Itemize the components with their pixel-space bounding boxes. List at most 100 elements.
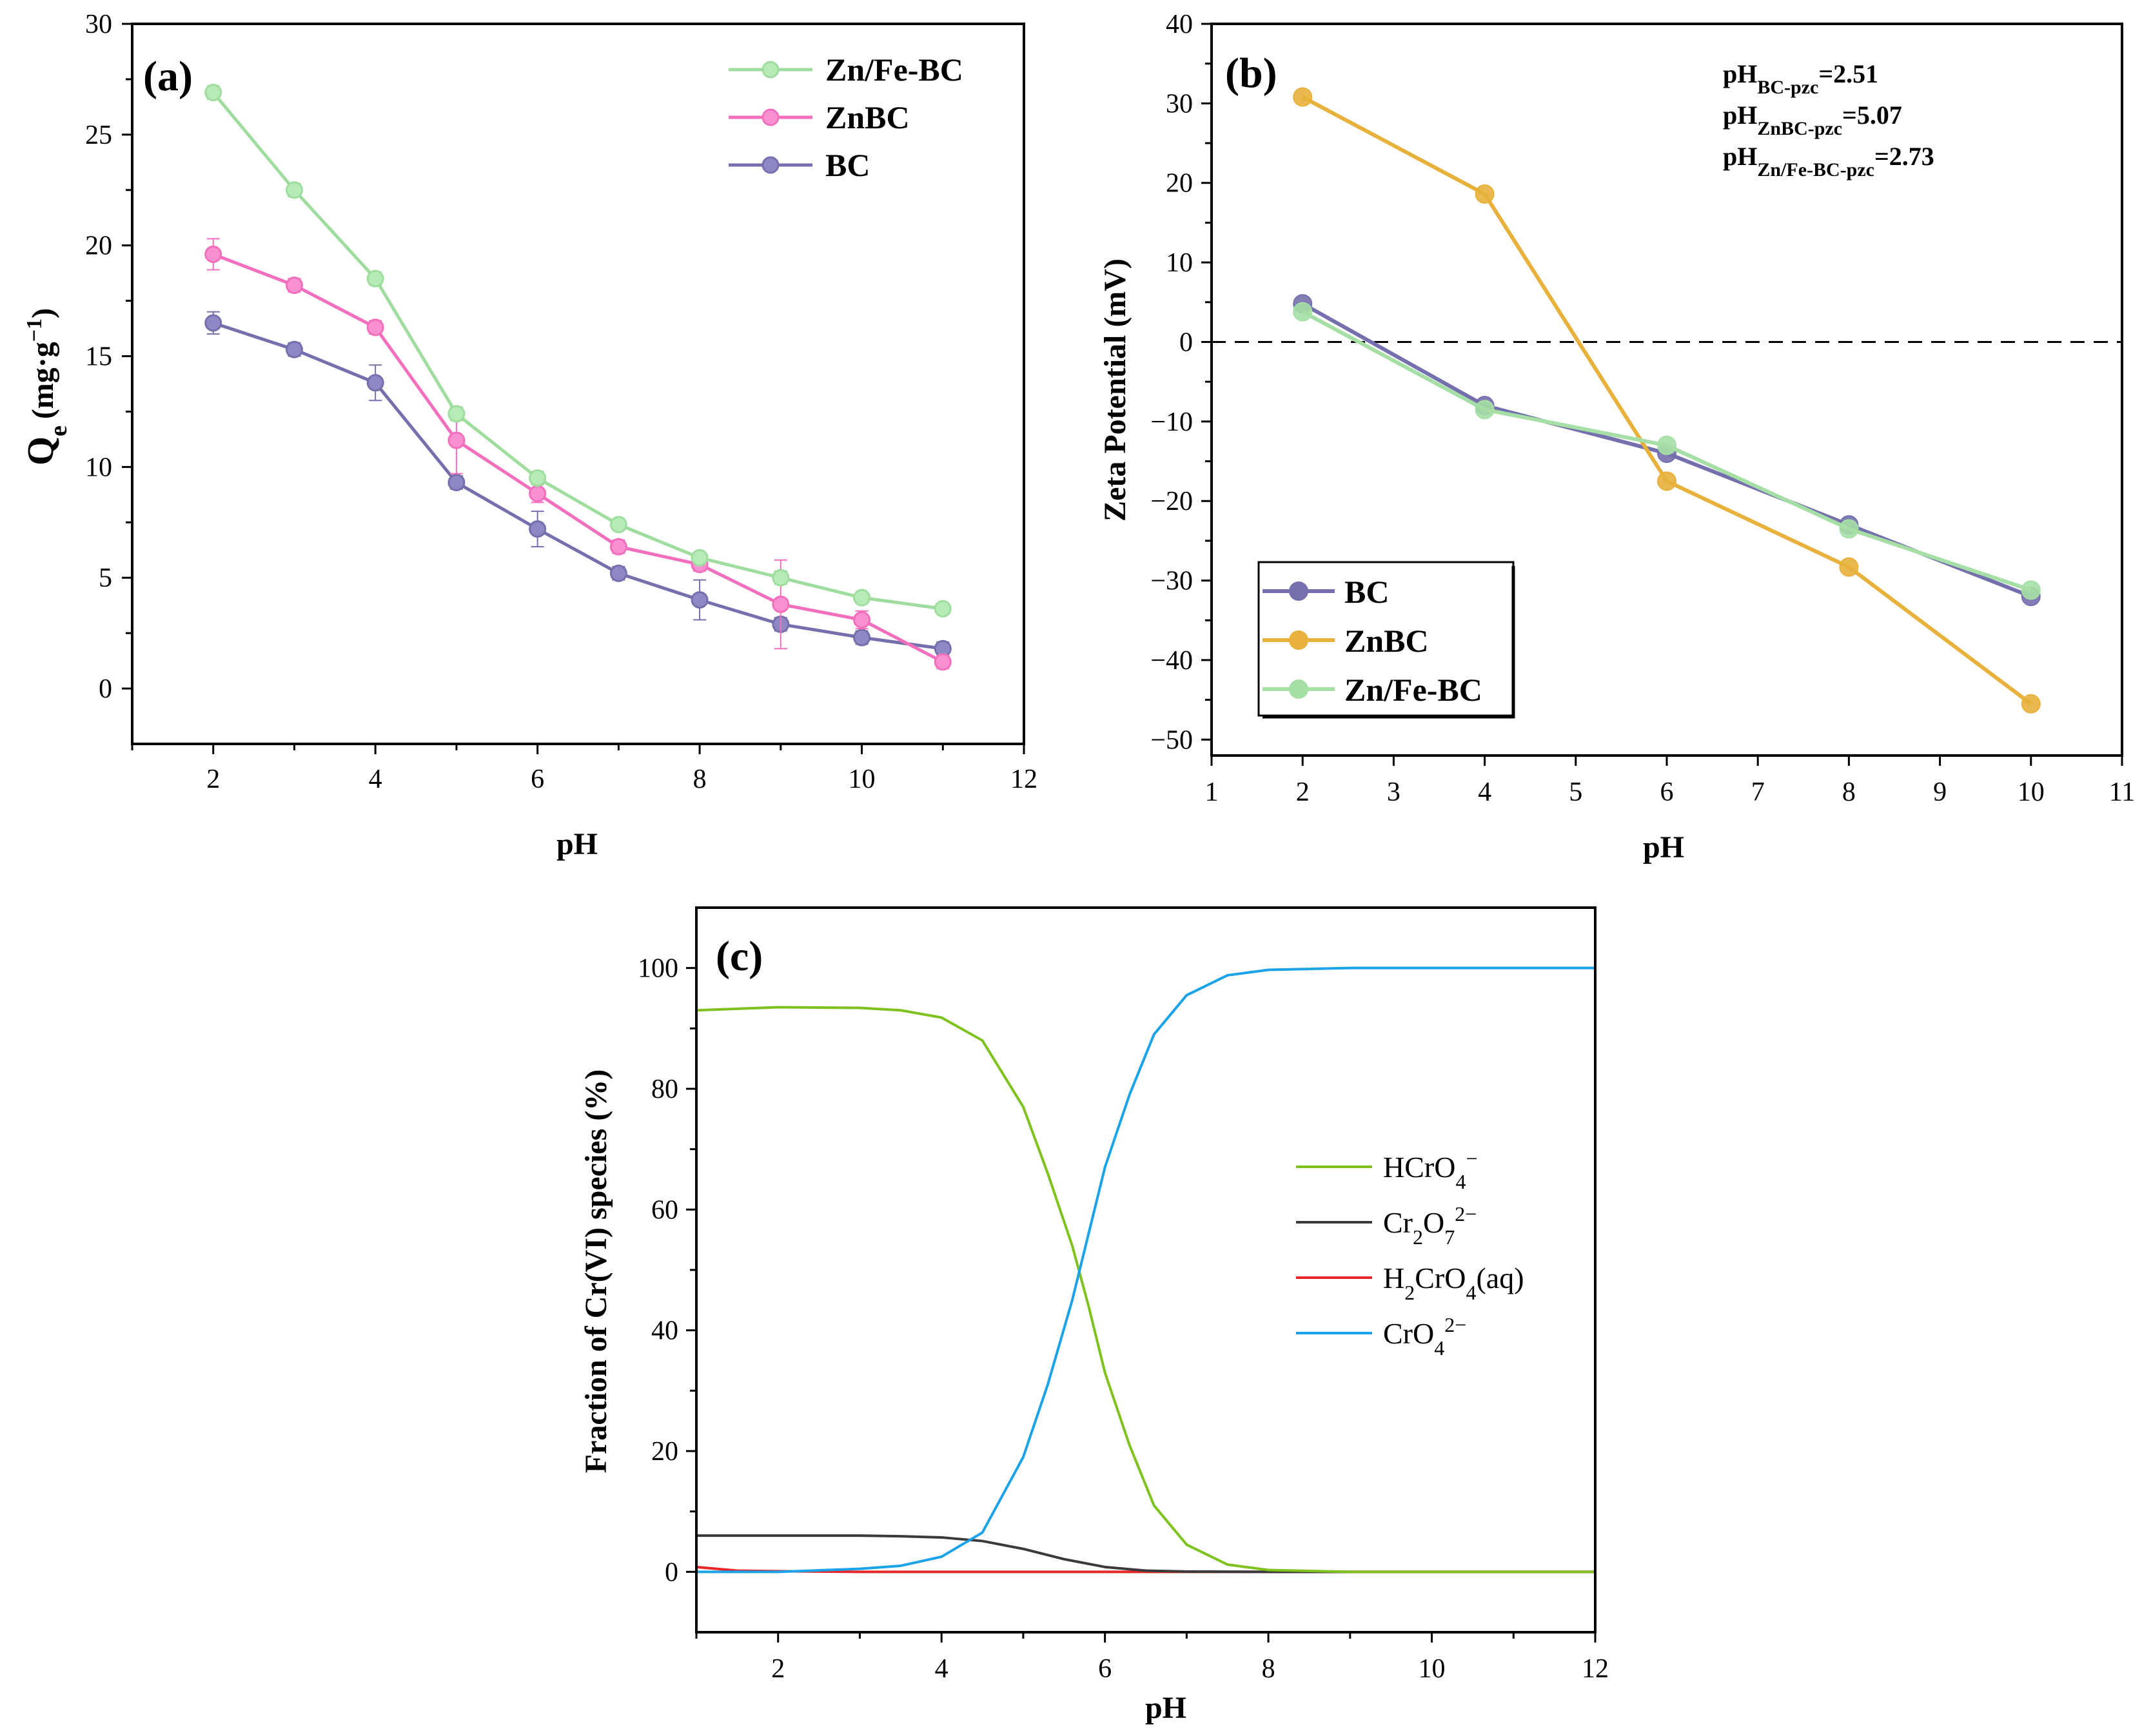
a-point-zn-fe-bc bbox=[529, 469, 547, 487]
a-line-bc bbox=[212, 321, 943, 650]
b-ytick-label--20: −20 bbox=[1150, 487, 1193, 516]
a-point-bc bbox=[853, 629, 871, 647]
panel-c-chart: 2 4 6 8 10 12 0 20 40 60 80 100 (c) pH Fraction of … bbox=[579, 906, 1609, 1725]
c-legend-label-part: HCrO bbox=[1383, 1151, 1455, 1184]
b-xtick-label-2: 2 bbox=[1296, 777, 1310, 807]
panel-c-label: (c) bbox=[716, 933, 763, 980]
panel-b-frame bbox=[1210, 23, 2123, 757]
panel-a-chart: 2 4 6 8 10 12 0 5 10 15 20 25 30 (a) pH Qe (mg·g−1) Z… bbox=[19, 10, 1037, 861]
pzc-znfebc-sub: Zn/Fe-BC-pzc bbox=[1757, 159, 1874, 180]
b-xtick-label-8: 8 bbox=[1842, 777, 1856, 807]
pzc-znbc-prefix: pH bbox=[1723, 101, 1757, 130]
a-xtick-label-4: 4 bbox=[369, 765, 382, 794]
a-point-bc bbox=[285, 340, 303, 358]
panel-b-xlabel: pH bbox=[1643, 830, 1684, 864]
panel-c-ylabel: Fraction of Cr(VI) species (%) bbox=[579, 1069, 613, 1473]
b-xtick-label-7: 7 bbox=[1751, 777, 1765, 807]
b-point-znbc bbox=[1293, 87, 1313, 107]
a-legend-marker-bc bbox=[761, 156, 780, 174]
c-legend-label-part: H bbox=[1383, 1262, 1404, 1294]
a-ytick-label-15: 15 bbox=[85, 342, 112, 372]
a-point-zn-fe-bc bbox=[853, 589, 871, 607]
a-line-znbc bbox=[212, 253, 944, 664]
pzc-bc-sub: BC-pzc bbox=[1757, 77, 1818, 98]
a-point-bc bbox=[691, 591, 709, 609]
b-ytick-label-10: 10 bbox=[1166, 248, 1193, 278]
b-ytick-label--50: −50 bbox=[1150, 725, 1193, 755]
panel-a-ylabel: Qe (mg·g−1) bbox=[19, 308, 72, 465]
panel-c-frame bbox=[695, 906, 1597, 1634]
b-point-zn-fe-bc bbox=[2021, 580, 2041, 600]
panel-a-ylabel-q: Q bbox=[19, 436, 61, 465]
a-point-znbc bbox=[204, 245, 222, 263]
a-xtick-label-6: 6 bbox=[531, 765, 544, 794]
b-xtick-label-1: 1 bbox=[1205, 777, 1219, 807]
a-point-znbc bbox=[609, 538, 627, 556]
b-point-zn-fe-bc bbox=[1839, 519, 1859, 539]
c-ytick-label-0: 0 bbox=[665, 1557, 678, 1587]
a-point-bc bbox=[609, 564, 627, 582]
c-ytick-label-80: 80 bbox=[651, 1075, 678, 1104]
a-legend-label-bc: BC bbox=[825, 147, 870, 183]
c-legend-label-part: Cr bbox=[1383, 1206, 1413, 1239]
a-point-zn-fe-bc bbox=[609, 516, 627, 534]
c-xtick-label-4: 4 bbox=[935, 1654, 948, 1684]
a-point-bc bbox=[529, 520, 547, 538]
pzc-znfebc-prefix: pH bbox=[1723, 142, 1757, 171]
c-legend-label-part: (aq) bbox=[1476, 1262, 1524, 1294]
panel-c-legend: HCrO4−Cr2O72−H2CrO4(aq)CrO42− bbox=[1296, 1147, 1524, 1360]
panel-a-xlabel: pH bbox=[556, 827, 598, 861]
c-legend-label-part: CrO bbox=[1383, 1317, 1434, 1350]
a-point-znbc bbox=[772, 595, 790, 613]
a-point-zn-fe-bc bbox=[772, 569, 790, 587]
c-xtick-label-10: 10 bbox=[1419, 1654, 1446, 1684]
b-legend-label-znbc: ZnBC bbox=[1344, 623, 1429, 659]
c-ytick-label-100: 100 bbox=[638, 954, 678, 984]
a-line-zn-fe-bc bbox=[211, 91, 943, 610]
b-xtick-label-4: 4 bbox=[1478, 777, 1491, 807]
b-ytick-label--30: −30 bbox=[1150, 567, 1193, 596]
b-xtick-label-11: 11 bbox=[2109, 777, 2135, 807]
b-point-znbc bbox=[2021, 694, 2041, 714]
b-ytick-label-20: 20 bbox=[1166, 169, 1193, 199]
c-legend-label-part: 2 bbox=[1413, 1225, 1423, 1249]
c-line-hcro4 bbox=[696, 1006, 1595, 1574]
c-xtick-label-12: 12 bbox=[1582, 1654, 1609, 1684]
b-xtick-label-9: 9 bbox=[1933, 777, 1947, 807]
a-point-zn-fe-bc bbox=[934, 600, 952, 618]
c-legend-label-part: O bbox=[1423, 1206, 1444, 1239]
panel-a-ylabel-sub: e bbox=[45, 425, 72, 436]
a-xtick-label-8: 8 bbox=[693, 765, 707, 794]
b-legend-marker-zn-fe-bc bbox=[1289, 679, 1308, 699]
c-xtick-label-6: 6 bbox=[1098, 1654, 1112, 1684]
a-point-zn-fe-bc bbox=[204, 84, 222, 102]
panel-b-annotations: pHBC-pzc=2.51 pHZnBC-pzc=5.07 pHZn/Fe-BC… bbox=[1723, 59, 1934, 180]
c-legend-label-part: 2 bbox=[1404, 1281, 1415, 1304]
a-point-bc bbox=[204, 314, 222, 332]
a-point-znbc bbox=[366, 318, 384, 336]
a-ytick-label-5: 5 bbox=[99, 563, 112, 593]
c-legend-label-part: CrO bbox=[1415, 1262, 1466, 1294]
panel-a-frame bbox=[131, 23, 1025, 745]
a-legend-marker-znbc bbox=[761, 108, 780, 126]
c-legend-label-h2cro4-aq: H2CrO4(aq) bbox=[1383, 1262, 1524, 1304]
pzc-bc-suffix: =2.51 bbox=[1818, 59, 1878, 88]
c-ytick-label-60: 60 bbox=[651, 1195, 678, 1225]
a-point-znbc bbox=[934, 653, 952, 671]
pzc-bc-prefix: pH bbox=[1723, 59, 1757, 88]
c-legend-label-part: 7 bbox=[1444, 1225, 1455, 1249]
c-legend-label-part: − bbox=[1466, 1147, 1477, 1170]
b-ytick-label-30: 30 bbox=[1166, 89, 1193, 119]
panel-b-ylabel: Zeta Potential (mV) bbox=[1098, 258, 1132, 522]
a-legend-label-znbc: ZnBC bbox=[825, 99, 910, 135]
c-legend-label-part: 4 bbox=[1466, 1281, 1476, 1304]
a-ytick-label-20: 20 bbox=[85, 231, 112, 261]
a-point-bc bbox=[447, 473, 466, 491]
pzc-znfebc-suffix: =2.73 bbox=[1874, 142, 1934, 171]
b-ytick-label--40: −40 bbox=[1150, 646, 1193, 676]
panel-a-ylabel-unit-sup: −1 bbox=[23, 318, 46, 342]
panel-b-label: (b) bbox=[1225, 50, 1277, 97]
c-legend-label-cr2o72: Cr2O72− bbox=[1383, 1202, 1477, 1249]
panel-a-label: (a) bbox=[143, 53, 193, 100]
